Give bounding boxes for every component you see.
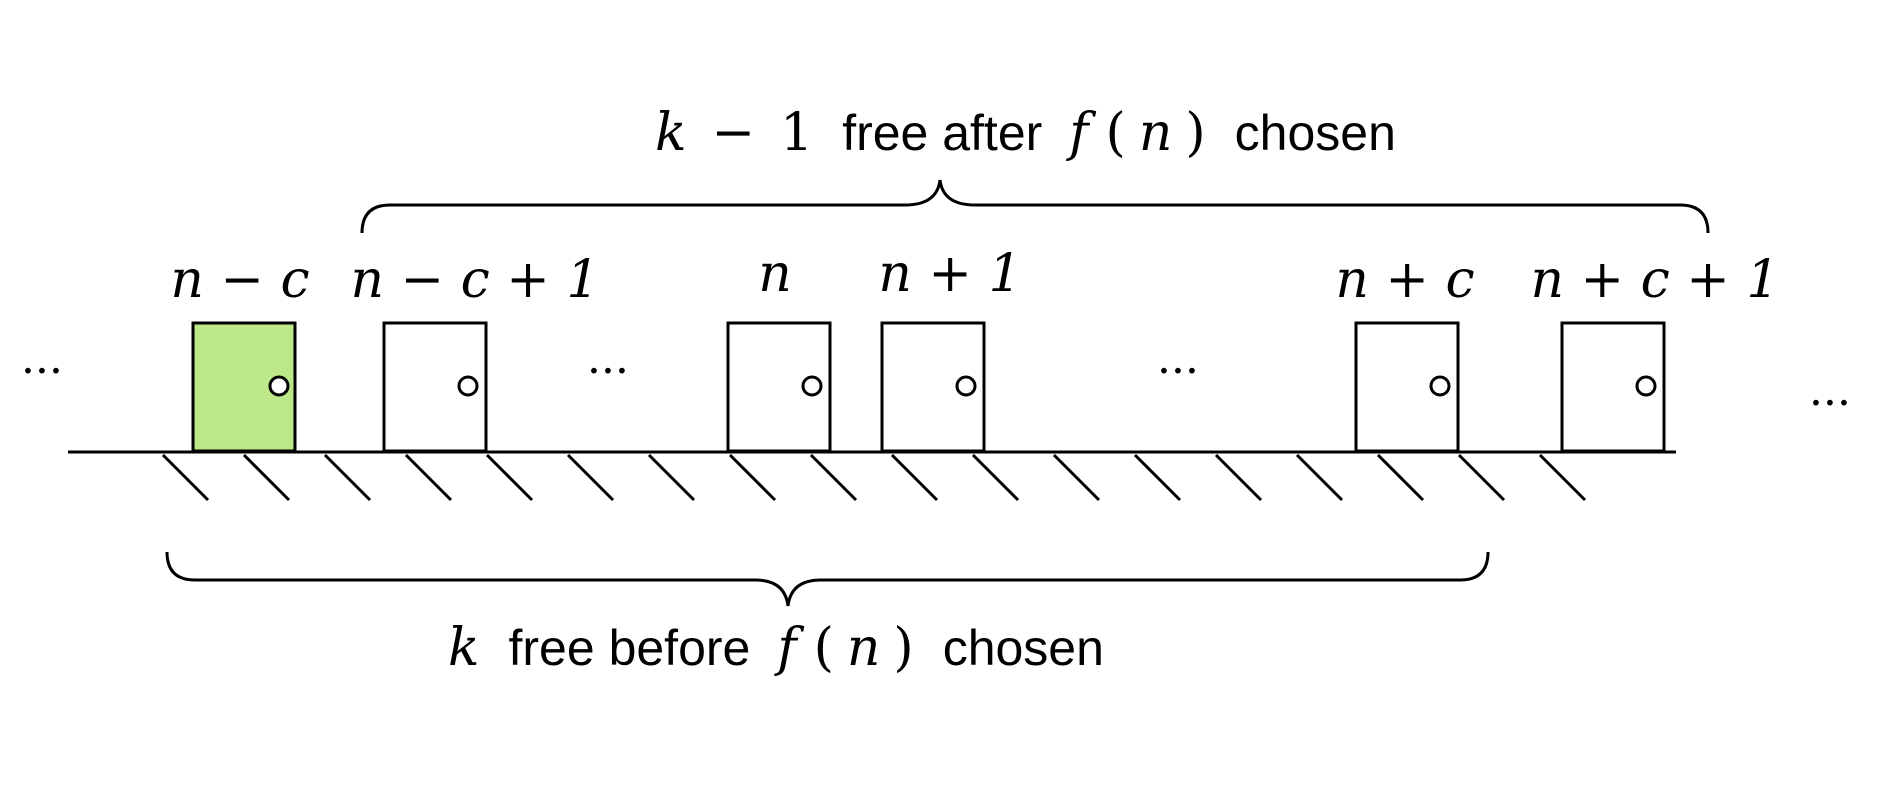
label-paren-close: ) [893, 618, 913, 678]
door-n [726, 321, 832, 453]
label-one: 1 [780, 103, 813, 163]
label-n: n [1139, 103, 1173, 163]
door-label-n-minus-c-plus-1: n − c + 1 [351, 250, 600, 310]
door-label-n-plus-c-plus-1: n + c + 1 [1531, 250, 1780, 310]
ellipsis-mid-1: ··· [587, 346, 629, 397]
door-label-n: n [758, 244, 792, 304]
door-n-minus-c-plus-1 [382, 321, 488, 453]
label-chosen: chosen [1235, 105, 1396, 161]
door-n-plus-c [1354, 321, 1460, 453]
door-label-n-plus-c: n + c [1335, 250, 1474, 310]
door-n-plus-1 [880, 321, 986, 453]
door-n-minus-c [191, 321, 297, 453]
ellipsis-mid-2: ··· [1157, 346, 1199, 397]
bottom-brace [165, 551, 1490, 607]
label-f: f [1065, 103, 1096, 163]
bottom-brace-label: k free before f ( n ) chosen [448, 618, 1104, 678]
top-brace-label: k − 1 free after f ( n ) chosen [655, 103, 1396, 163]
label-free-before: free before [509, 620, 751, 676]
door-label-n-plus-1: n + 1 [878, 244, 1021, 304]
ellipsis-right: ··· [1809, 378, 1851, 429]
label-chosen: chosen [943, 620, 1104, 676]
ellipsis-left: ··· [21, 346, 63, 397]
label-paren-open: ( [1106, 103, 1126, 163]
label-f: f [773, 618, 804, 678]
door-label-n-minus-c: n − c [170, 250, 309, 310]
door-n-plus-c-plus-1 [1560, 321, 1666, 453]
ground-hatching [161, 453, 1587, 502]
label-k: k [448, 618, 480, 678]
label-paren-close: ) [1185, 103, 1205, 163]
label-n: n [847, 618, 881, 678]
label-free-after: free after [842, 105, 1042, 161]
top-brace [360, 179, 1710, 234]
label-minus: − [712, 103, 756, 163]
label-paren-open: ( [814, 618, 834, 678]
label-k: k [655, 103, 687, 163]
